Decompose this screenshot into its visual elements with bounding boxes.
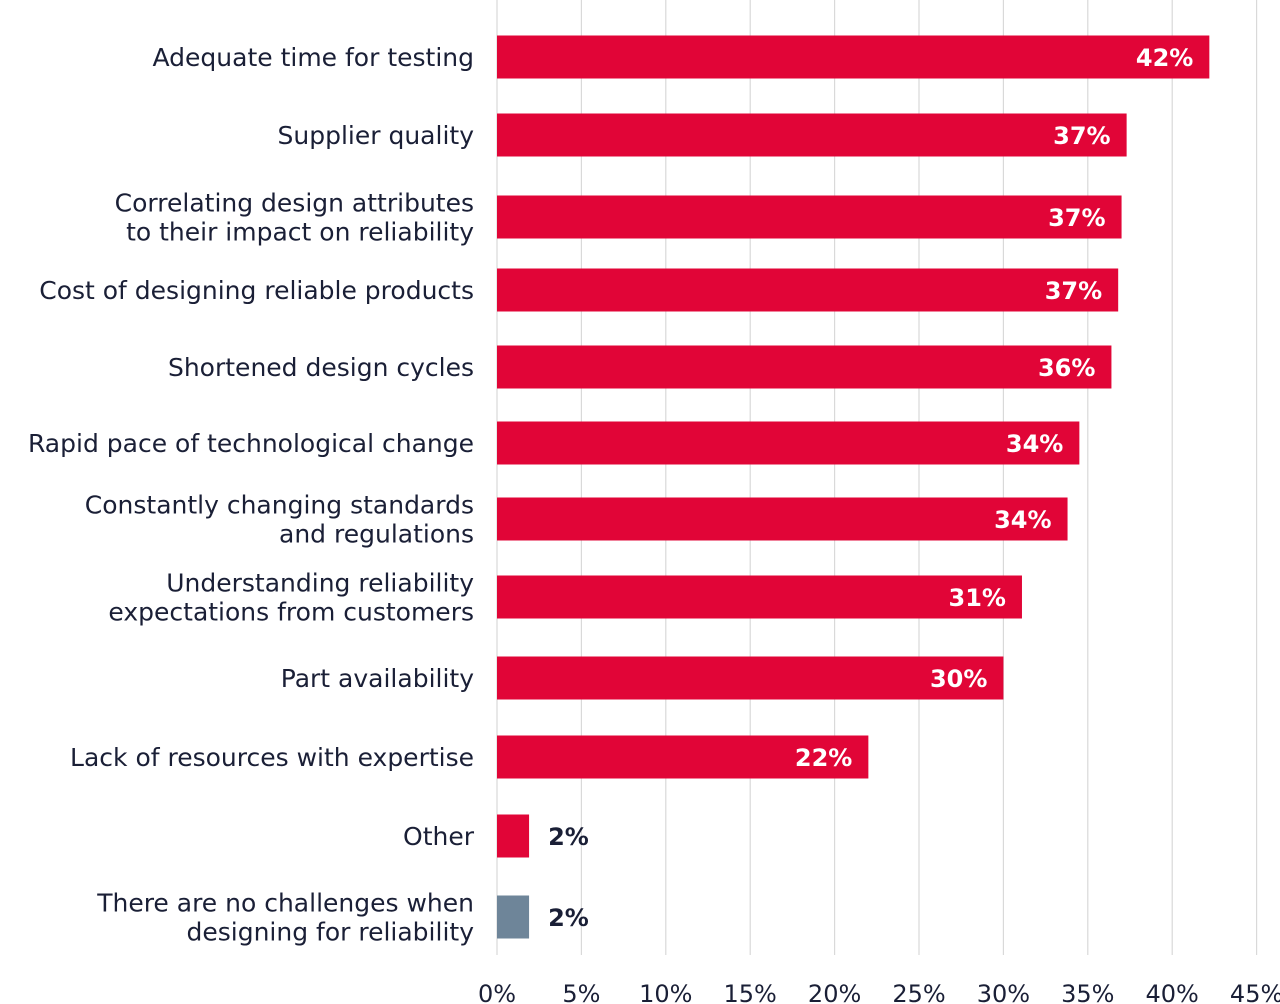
- x-tick-label: 30%: [977, 980, 1030, 1004]
- value-label: 30%: [930, 665, 987, 693]
- x-tick-label: 0%: [478, 980, 516, 1004]
- category-label: Correlating design attributes to their im…: [115, 189, 475, 247]
- bar: [497, 735, 869, 779]
- bar: [497, 195, 1122, 239]
- category-label: Part availability: [281, 664, 474, 693]
- value-label: 34%: [994, 506, 1051, 534]
- bar: [497, 113, 1127, 157]
- category-labels: Adequate time for testing Supplier qualit…: [28, 43, 475, 947]
- value-label: 31%: [949, 584, 1006, 612]
- bar: [497, 345, 1112, 389]
- value-label: 37%: [1045, 277, 1102, 305]
- category-label: Understanding reliability expectations fr…: [108, 569, 474, 627]
- bar: [497, 895, 530, 939]
- bar: [497, 35, 1210, 79]
- bar: [497, 268, 1119, 312]
- category-label: Supplier quality: [278, 121, 475, 150]
- bars: [497, 35, 1210, 939]
- value-label: 36%: [1038, 354, 1095, 382]
- bar: [497, 656, 1004, 700]
- x-axis-tick-labels: 0% 5% 10% 15% 20% 25% 30% 35% 40% 45%: [478, 980, 1280, 1004]
- value-labels: 42% 37% 37% 37% 36% 34% 34% 31% 30% 22% 2% 2%: [548, 44, 1193, 932]
- bar: [497, 814, 530, 858]
- bar: [497, 421, 1080, 465]
- category-label: Adequate time for testing: [153, 43, 475, 72]
- bar: [497, 575, 1022, 619]
- category-label: Constantly changing standards and regulat…: [85, 491, 474, 549]
- bar: [497, 497, 1068, 541]
- category-label: Rapid pace of technological change: [28, 429, 474, 458]
- category-label: There are no challenges when designing fo…: [96, 889, 474, 947]
- x-tick-label: 25%: [892, 980, 945, 1004]
- x-tick-label: 15%: [724, 980, 777, 1004]
- value-label: 22%: [795, 744, 852, 772]
- category-label: Shortened design cycles: [168, 353, 474, 382]
- x-tick-label: 20%: [808, 980, 861, 1004]
- x-tick-label: 35%: [1061, 980, 1114, 1004]
- x-tick-label: 40%: [1146, 980, 1199, 1004]
- value-label: 37%: [1053, 122, 1110, 150]
- value-label: 2%: [548, 904, 589, 932]
- value-label: 37%: [1048, 204, 1105, 232]
- category-label: Cost of designing reliable products: [39, 276, 474, 305]
- value-label: 34%: [1006, 430, 1063, 458]
- category-label: Lack of resources with expertise: [70, 743, 474, 772]
- value-label: 42%: [1136, 44, 1193, 72]
- gridlines: [496, 0, 1258, 955]
- x-tick-label: 5%: [562, 980, 600, 1004]
- x-tick-label: 10%: [639, 980, 692, 1004]
- value-label: 2%: [548, 823, 589, 851]
- category-label: Other: [403, 822, 475, 851]
- x-tick-label: 45%: [1230, 980, 1280, 1004]
